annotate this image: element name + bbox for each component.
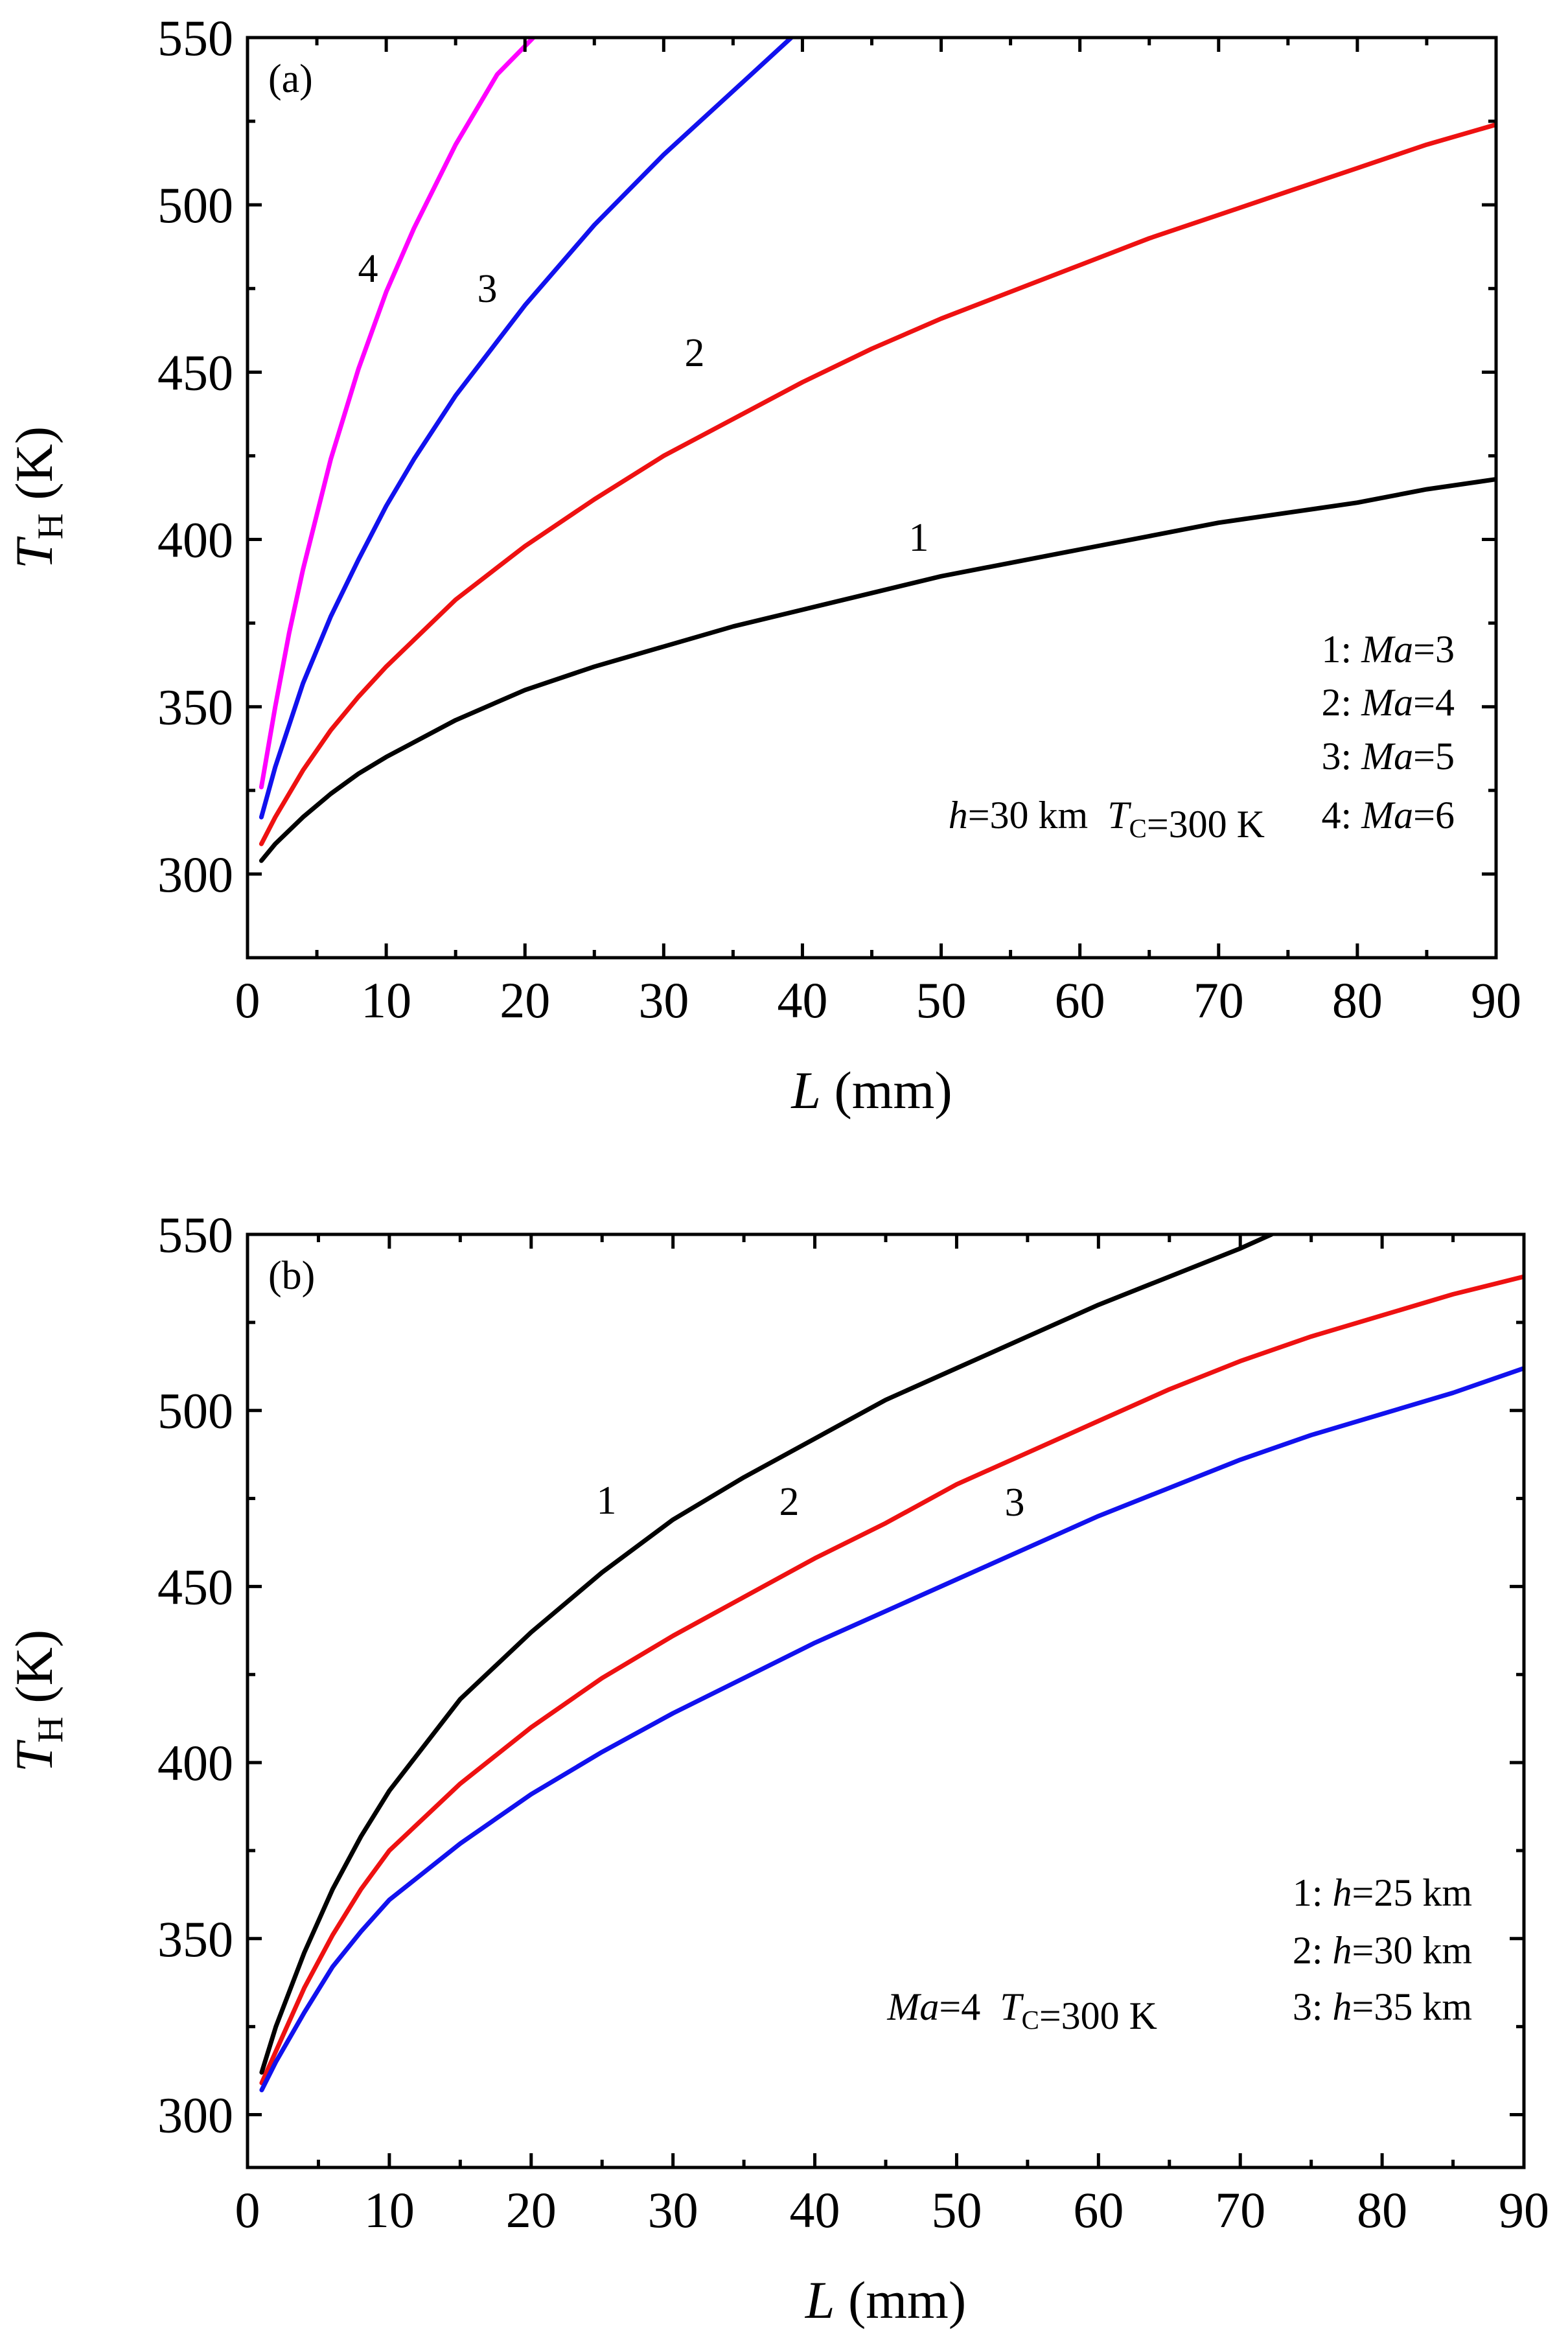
series-line-2 xyxy=(259,1274,1524,2086)
conditions-text: h=30 km TC=300 K xyxy=(949,794,1265,846)
series-line-4 xyxy=(259,38,536,790)
curve-label-2: 2 xyxy=(779,1480,800,1524)
legend-entry-3: 3: h=35 km xyxy=(1293,1985,1472,2028)
y-tick-label: 300 xyxy=(157,846,233,903)
y-axis-title: TH (K) xyxy=(5,426,71,569)
y-tick-label: 550 xyxy=(157,10,233,66)
y-tick-label: 400 xyxy=(157,512,233,568)
x-axis-title: L (mm) xyxy=(790,1061,952,1120)
x-tick-label: 40 xyxy=(777,972,827,1028)
curve-label-4: 4 xyxy=(358,247,378,291)
chart-panel-b: 1 2 30 10 20 30 40 50 60 70 80 90300350400450500550… xyxy=(5,1207,1549,2329)
x-tick-label: 70 xyxy=(1215,2182,1265,2238)
legend-entry-1: 1: h=25 km xyxy=(1293,1871,1472,1914)
x-tick-label: 80 xyxy=(1357,2182,1407,2238)
y-tick-label: 300 xyxy=(157,2086,233,2143)
series-line-3 xyxy=(259,38,794,820)
curve-label-2: 2 xyxy=(685,331,705,375)
y-tick-label: 450 xyxy=(157,344,233,400)
legend-entry-3: 3: Ma=5 xyxy=(1322,735,1455,778)
x-tick-label: 20 xyxy=(506,2182,557,2238)
x-tick-label: 20 xyxy=(500,972,550,1028)
curve-label-1: 1 xyxy=(597,1479,617,1523)
x-tick-label: 30 xyxy=(648,2182,698,2238)
y-tick-label: 350 xyxy=(157,1911,233,1967)
series-line-2 xyxy=(259,122,1496,846)
series-line-3 xyxy=(259,1366,1524,2092)
x-tick-label: 70 xyxy=(1193,972,1244,1028)
x-axis-title: L (mm) xyxy=(805,2270,966,2329)
x-tick-label: 0 xyxy=(235,972,260,1028)
series-line-1 xyxy=(259,477,1496,863)
curve-label-1: 1 xyxy=(909,516,929,560)
x-tick-label: 0 xyxy=(235,2182,260,2238)
curve-label-3: 3 xyxy=(1005,1481,1025,1525)
y-tick-label: 450 xyxy=(157,1558,233,1615)
series-line-1 xyxy=(259,1234,1274,2075)
x-tick-label: 60 xyxy=(1055,972,1105,1028)
y-tick-label: 550 xyxy=(157,1207,233,1263)
legend-entry-4: 4: Ma=6 xyxy=(1322,794,1455,837)
x-tick-label: 60 xyxy=(1073,2182,1124,2238)
x-tick-label: 40 xyxy=(790,2182,840,2238)
panel-label: (a) xyxy=(268,57,313,101)
y-tick-label: 500 xyxy=(157,177,233,233)
conditions-text: Ma=4 TC=300 K xyxy=(886,1985,1157,2037)
y-tick-label: 350 xyxy=(157,679,233,735)
y-axis-title: TH (K) xyxy=(5,1630,71,1772)
x-tick-label: 30 xyxy=(638,972,689,1028)
x-tick-label: 10 xyxy=(364,2182,415,2238)
x-tick-label: 90 xyxy=(1499,2182,1549,2238)
x-tick-label: 90 xyxy=(1471,972,1521,1028)
plot-frame xyxy=(246,36,1498,960)
legend-entry-2: 2: h=30 km xyxy=(1293,1929,1472,1972)
legend-entry-1: 1: Ma=3 xyxy=(1322,628,1455,671)
legend-entry-2: 2: Ma=4 xyxy=(1322,681,1455,724)
x-tick-label: 50 xyxy=(931,2182,982,2238)
curve-label-3: 3 xyxy=(478,267,498,311)
panel-label: (b) xyxy=(268,1254,315,1298)
x-tick-label: 50 xyxy=(916,972,967,1028)
y-tick-label: 400 xyxy=(157,1735,233,1791)
y-tick-label: 500 xyxy=(157,1383,233,1439)
x-tick-label: 10 xyxy=(361,972,411,1028)
x-tick-label: 80 xyxy=(1332,972,1383,1028)
